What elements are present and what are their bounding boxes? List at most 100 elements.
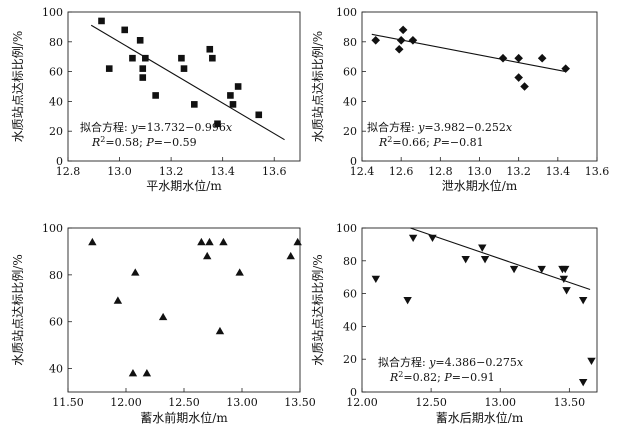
panel-2: 12.4 12.6 12.8 13.0 13.2 13.4 13.6 0 20 40 60 80 100…	[311, 6, 609, 193]
data-point	[537, 265, 546, 274]
y-tick-label: 40	[343, 320, 357, 333]
data-point	[561, 64, 570, 73]
x-tick-label: 13.6	[585, 165, 610, 178]
fit-equation: 拟合方程: y=3.982−0.252x	[367, 120, 513, 134]
y-axis-label: 水质站点达标比例/%	[11, 31, 25, 142]
x-tick-label: 12.4	[350, 165, 375, 178]
fit-statistics: R2=0.58; P=−0.59	[91, 135, 197, 150]
fit-equation: 拟合方程: y=4.386−0.275x	[378, 355, 524, 369]
x-axis-label: 蓄水前期水位/m	[140, 410, 228, 425]
data-point	[105, 65, 113, 72]
data-point	[293, 237, 302, 246]
data-point	[578, 379, 588, 387]
x-tick-label: 13.2	[506, 165, 531, 178]
x-tick-label: 13.4	[546, 165, 571, 178]
data-point	[498, 53, 508, 63]
y-axis-label: 水质站点达标比例/%	[311, 254, 325, 365]
data-point	[142, 369, 152, 377]
y-tick-label: 100	[336, 6, 357, 19]
data-point	[428, 234, 437, 243]
data-point	[509, 265, 519, 274]
data-point	[197, 237, 206, 246]
y-tick-label: 100	[42, 6, 63, 19]
plot-frame	[67, 227, 301, 393]
data-point	[158, 312, 168, 321]
data-point	[587, 357, 596, 366]
data-point	[255, 111, 263, 119]
data-point	[205, 237, 214, 246]
x-tick-label: 12.8	[56, 165, 81, 178]
data-point	[209, 54, 216, 62]
data-point	[286, 251, 295, 260]
y-axis-label: 水质站点达标比例/%	[11, 254, 25, 365]
y-tick-label: 80	[343, 255, 357, 268]
y-tick-label: 100	[42, 222, 63, 235]
data-point	[461, 256, 470, 264]
x-tick-label: 13.50	[554, 396, 586, 409]
data-point	[235, 268, 244, 276]
y-tick-label: 0	[56, 155, 63, 168]
x-tick-label: 13.0	[107, 165, 132, 178]
x-tick-label: 13.00	[226, 396, 258, 409]
data-point	[562, 287, 571, 295]
y-tick-label: 40	[49, 363, 63, 376]
data-point	[139, 74, 147, 81]
data-point	[128, 369, 138, 377]
data-point	[394, 44, 404, 54]
x-tick-label: 12.50	[415, 396, 447, 409]
x-axis-label: 蓄水后期水位/m	[436, 410, 524, 425]
x-tick-label: 13.0	[467, 165, 492, 178]
data-point	[88, 237, 97, 246]
x-tick-label: 13.4	[210, 165, 235, 178]
data-point	[478, 244, 487, 252]
data-point	[561, 265, 570, 274]
data-point	[136, 37, 144, 44]
x-tick-label: 12.00	[346, 396, 378, 409]
panel-1: 12.8 13.0 13.2 13.4 13.6 0 20 40 60 80 100 平水期水位/m 水…	[11, 6, 301, 193]
y-axis-label: 水质站点达标比例/%	[311, 31, 325, 142]
x-tick-label: 11.50	[52, 396, 84, 409]
data-point	[537, 53, 547, 63]
data-point	[98, 17, 105, 25]
data-point	[234, 83, 242, 90]
data-point	[408, 36, 418, 45]
y-tick-label: 60	[343, 288, 357, 301]
data-point	[396, 36, 406, 45]
y-tick-label: 20	[343, 125, 357, 138]
x-tick-label: 12.8	[428, 165, 453, 178]
y-tick-label: 80	[343, 36, 357, 49]
fit-statistics: R2=0.82; P=−0.91	[389, 370, 495, 385]
data-point	[215, 326, 225, 335]
data-point	[371, 275, 381, 284]
x-axis-label: 泄水期水位/m	[442, 178, 518, 193]
y-tick-label: 0	[350, 155, 357, 168]
data-point	[191, 101, 198, 108]
data-point	[398, 25, 408, 35]
data-point	[121, 26, 129, 34]
data-point	[178, 54, 185, 62]
y-tick-label: 20	[49, 125, 63, 138]
data-point	[113, 296, 123, 304]
y-tick-label: 40	[49, 95, 63, 108]
data-point	[229, 101, 237, 108]
data-point	[480, 256, 490, 264]
data-point	[129, 54, 136, 62]
data-point	[227, 92, 234, 99]
x-axis-label: 平水期水位/m	[146, 178, 222, 193]
y-tick-label: 20	[343, 353, 357, 366]
data-point	[219, 237, 228, 246]
x-tick-label: 12.50	[168, 396, 200, 409]
data-point	[520, 82, 529, 91]
data-point	[514, 53, 523, 63]
fit-line	[90, 24, 285, 141]
data-point	[578, 297, 588, 305]
x-tick-label: 12.00	[110, 396, 142, 409]
x-tick-label: 13.00	[484, 396, 516, 409]
data-point	[403, 297, 412, 305]
fit-line	[410, 227, 591, 291]
data-point	[139, 65, 147, 72]
data-point	[371, 36, 381, 45]
panel-4: 12.00 12.50 13.00 13.50 0 20 40 60 80 100 蓄水后期水位/m…	[311, 222, 598, 425]
plot-frame	[361, 227, 598, 393]
